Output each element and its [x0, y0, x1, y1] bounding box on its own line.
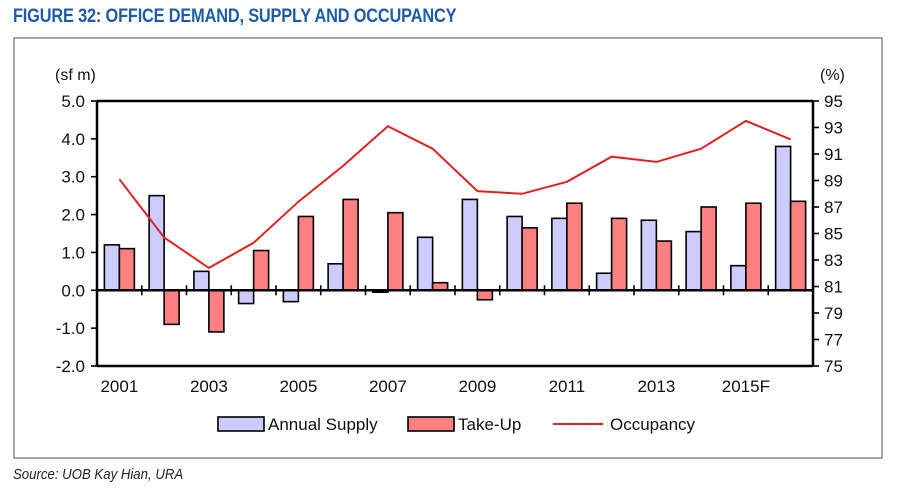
- axes-layer: [91, 99, 819, 368]
- right-y-tick-label: 89: [824, 172, 843, 191]
- left-y-tick-label: 2.0: [61, 206, 85, 225]
- bar-annual-supply-2014: [685, 230, 702, 292]
- right-y-tick-label: 95: [824, 92, 843, 111]
- bar-annual-supply-2011: [551, 217, 568, 292]
- bar-annual-supply-2012: [595, 272, 613, 292]
- x-tick-label: 2005: [279, 377, 317, 396]
- bar-take-up-2014: [700, 206, 717, 292]
- x-tick-label: 2001: [100, 377, 138, 396]
- bar-annual-supply-2006: [327, 262, 344, 292]
- left-y-tick-label: 4.0: [61, 130, 85, 149]
- labels-layer: 5.0 4.0 3.0 2.0 1.0 0.0 -1.0 -2.0 95 93 91 89 87 85 83…: [55, 67, 845, 396]
- right-y-tick-label: 81: [824, 278, 843, 297]
- x-tick-label: 2011: [549, 377, 586, 396]
- occupancy-line: [118, 119, 791, 270]
- right-y-tick-label: 87: [824, 198, 843, 217]
- source-note: Source: UOB Kay Hian, URA: [13, 466, 184, 483]
- bar-take-up-2012: [610, 217, 628, 292]
- bars-layer: [103, 145, 807, 333]
- left-y-tick-label: 1.0: [61, 243, 85, 262]
- bar-annual-supply-2005: [282, 289, 300, 303]
- bar-take-up-2013: [655, 240, 673, 292]
- left-y-tick-label: 0.0: [61, 281, 85, 300]
- bar-take-up-2007: [387, 211, 404, 292]
- bar-annual-supply-2009: [461, 198, 479, 292]
- x-tick-label: 2007: [369, 377, 407, 396]
- right-y-tick-label: 83: [824, 251, 843, 270]
- right-y-tick-label: 77: [824, 331, 843, 350]
- occupancy-line-layer: [118, 119, 791, 270]
- right-y-tick-label: 79: [824, 304, 843, 323]
- legend-label-occupancy: Occupancy: [610, 415, 696, 434]
- bar-annual-supply-2001: [103, 244, 121, 292]
- left-y-tick-label: -2.0: [56, 357, 85, 376]
- legend-swatch-take-up: [407, 416, 455, 432]
- bar-take-up-2003: [208, 289, 225, 333]
- right-y-tick-label: 91: [824, 145, 843, 164]
- x-tick-label: 2003: [190, 377, 228, 396]
- figure-title: FIGURE 32: OFFICE DEMAND, SUPPLY AND OCC…: [13, 6, 457, 27]
- left-y-tick-label: -1.0: [56, 319, 85, 338]
- bar-annual-supply-2003: [193, 270, 210, 292]
- bar-take-up-2011: [566, 202, 583, 292]
- bar-annual-supply-2002: [148, 194, 165, 292]
- legend-swatch-annual-supply: [217, 416, 265, 432]
- right-axis-unit-label: (%): [820, 67, 845, 84]
- bar-annual-supply-2004: [237, 289, 255, 305]
- bar-take-up-2015f: [745, 202, 762, 292]
- bar-annual-supply-2016f: [774, 145, 792, 292]
- bar-take-up-2002: [163, 289, 180, 326]
- bar-annual-supply-2013: [640, 219, 658, 292]
- right-y-tick-label: 93: [824, 119, 843, 138]
- bar-take-up-2001: [118, 247, 136, 292]
- legend: Annual Supply Take-Up Occupancy: [217, 415, 696, 434]
- bar-take-up-2016f: [789, 200, 807, 292]
- bar-take-up-2010: [521, 227, 538, 292]
- left-y-tick-label: 3.0: [61, 168, 85, 187]
- bar-annual-supply-2015f: [730, 264, 747, 292]
- x-tick-label: 2013: [637, 377, 675, 396]
- bar-take-up-2004: [252, 249, 270, 292]
- legend-label-take-up: Take-Up: [458, 415, 521, 434]
- bar-take-up-2005: [297, 215, 315, 292]
- left-axis-unit-label: (sf m): [55, 67, 96, 84]
- right-y-tick-label: 85: [824, 225, 843, 244]
- legend-label-annual-supply: Annual Supply: [268, 415, 378, 434]
- bar-take-up-2006: [342, 198, 359, 292]
- left-y-tick-label: 5.0: [61, 92, 85, 111]
- bar-annual-supply-2008: [416, 236, 434, 292]
- right-y-tick-label: 75: [824, 357, 843, 376]
- bar-annual-supply-2010: [506, 215, 523, 292]
- x-tick-label: 2009: [458, 377, 496, 396]
- chart-frame: [13, 37, 883, 459]
- bar-take-up-2009: [476, 289, 494, 301]
- x-tick-label: 2015F: [722, 377, 770, 396]
